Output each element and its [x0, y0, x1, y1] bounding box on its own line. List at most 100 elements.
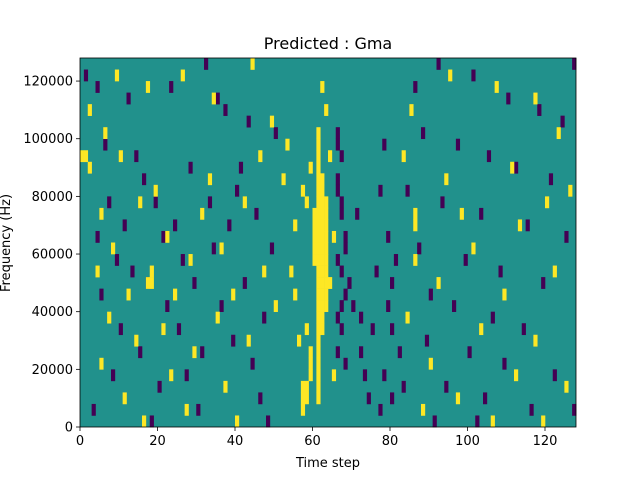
heatmap-cell	[320, 265, 325, 278]
heatmap-cell	[475, 415, 480, 428]
y-tick-label: 0	[65, 421, 73, 436]
heatmap-cell	[459, 207, 464, 220]
heatmap-cell	[572, 58, 577, 70]
heatmap-cell	[548, 173, 554, 186]
heatmap-cell	[304, 392, 309, 405]
heatmap-cell	[324, 300, 329, 312]
heatmap-cell	[424, 334, 430, 347]
heatmap-cell	[285, 138, 290, 151]
heatmap-cell	[328, 150, 333, 163]
heatmap-cell	[180, 69, 185, 82]
heatmap-cell	[231, 334, 236, 347]
heatmap-cell	[421, 127, 426, 140]
heatmap-cell	[304, 196, 309, 209]
heatmap-cell	[331, 230, 337, 243]
heatmap-cell	[568, 184, 573, 197]
heatmap-cell	[320, 219, 325, 232]
heatmap-cell	[312, 219, 317, 232]
heatmap-cell	[165, 230, 170, 243]
heatmap-cell	[250, 58, 255, 70]
heatmap-cell	[324, 196, 329, 209]
heatmap-cell	[351, 300, 356, 312]
heatmap-cell	[502, 288, 507, 301]
heatmap-cell	[382, 138, 387, 151]
heatmap-cell	[316, 219, 321, 232]
heatmap-cell	[114, 69, 120, 82]
heatmap-cell	[246, 115, 251, 128]
heatmap-cell	[312, 254, 317, 266]
heatmap-cell	[269, 115, 275, 128]
heatmap-cell	[80, 150, 85, 163]
heatmap-cell	[281, 173, 286, 186]
heatmap-cell	[165, 300, 170, 312]
heatmap-cell	[320, 311, 325, 324]
heatmap-cell	[227, 219, 232, 232]
heatmap-cell	[95, 230, 100, 243]
heatmap-cell	[95, 81, 100, 93]
heatmap-cell	[335, 346, 340, 359]
heatmap-cell	[211, 92, 216, 105]
heatmap-cell	[176, 323, 182, 336]
heatmap-cell	[397, 346, 402, 359]
heatmap-cell	[204, 58, 209, 70]
heatmap-cell	[335, 127, 340, 140]
heatmap-cell	[316, 254, 321, 266]
heatmap-cell	[324, 207, 329, 220]
heatmap-cell	[99, 288, 104, 301]
heatmap-cell	[316, 173, 321, 186]
heatmap-cell	[188, 254, 193, 266]
heatmap-cell	[343, 288, 348, 301]
heatmap-cell	[386, 230, 391, 243]
heatmap-cell	[293, 288, 298, 301]
heatmap-cell	[339, 323, 344, 336]
y-tick-label: 40000	[32, 305, 73, 320]
heatmap-cell	[405, 311, 410, 324]
heatmap-cell	[343, 230, 348, 243]
heatmap-cell	[324, 288, 329, 301]
heatmap-cell	[273, 127, 278, 140]
heatmap-cell	[242, 277, 247, 289]
heatmap-cell	[262, 311, 267, 324]
x-tick-label: 20	[149, 434, 166, 449]
heatmap-cell	[529, 403, 534, 416]
heatmap-cell	[463, 254, 468, 266]
x-tick-label: 120	[533, 434, 558, 449]
y-axis-label: Frequency (Hz)	[0, 194, 14, 292]
heatmap-cell	[386, 300, 391, 312]
heatmap-cell	[316, 288, 321, 301]
heatmap-cell	[107, 311, 112, 324]
heatmap-cell	[545, 196, 550, 209]
heatmap-cell	[173, 219, 178, 232]
heatmap-cell	[455, 392, 461, 405]
heatmap-cell	[471, 242, 476, 255]
heatmap-cell	[91, 403, 96, 416]
heatmap-cell	[99, 207, 104, 220]
heatmap-cell	[316, 334, 321, 347]
heatmap-cell	[238, 161, 244, 174]
heatmap-cell	[316, 311, 321, 324]
heatmap-cell	[312, 207, 317, 220]
heatmap-cell	[444, 173, 449, 186]
heatmap-cell	[378, 184, 383, 197]
heatmap-cell	[103, 127, 108, 140]
heatmap-cell	[316, 323, 321, 336]
heatmap-cell	[273, 300, 278, 312]
heatmap-cell	[157, 380, 162, 393]
heatmap-cell	[324, 265, 329, 278]
heatmap-cell	[541, 277, 546, 289]
heatmap-cell	[316, 242, 321, 255]
heatmap-cell	[118, 150, 123, 163]
heatmap-cell	[533, 334, 538, 347]
heatmap-cell	[467, 346, 472, 359]
heatmap-cell	[211, 242, 216, 255]
heatmap-cell	[235, 184, 240, 197]
heatmap-cell	[149, 265, 154, 278]
heatmap-cell	[219, 300, 224, 312]
heatmap-cell	[428, 357, 433, 370]
heatmap-cell	[328, 277, 333, 289]
heatmap-cell	[324, 219, 329, 232]
heatmap-cell	[514, 369, 519, 382]
heatmap-cell	[320, 277, 325, 289]
heatmap-cell	[316, 346, 321, 359]
heatmap-cell	[103, 138, 108, 151]
